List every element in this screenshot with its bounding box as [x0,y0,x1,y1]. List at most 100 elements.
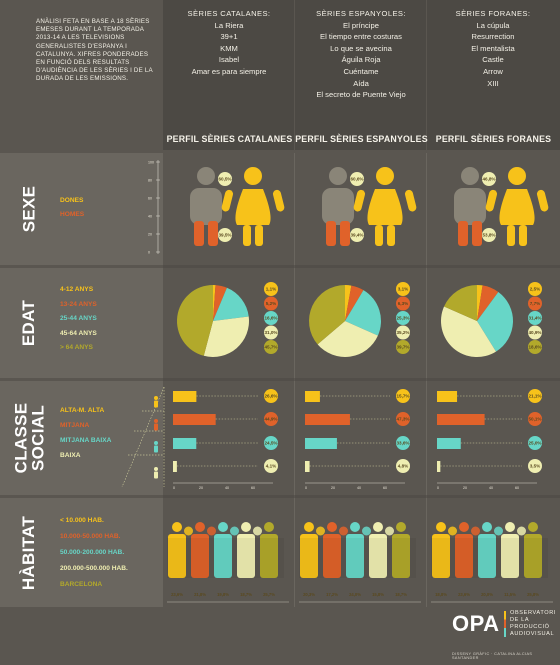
value-label: 11,5% [504,592,516,597]
header-col-bg-3 [427,0,560,150]
male-figure [454,167,486,246]
value-badge: 39,5% [218,228,232,242]
axis-tick-label: 60 [515,486,519,490]
habitat-figure [432,522,457,578]
value-badge: 21,1% [528,389,542,403]
legend-item: BARCELONA [60,581,103,588]
header-title: SÈRIES FORANES: [455,9,531,18]
value-label: 18,6% [528,345,541,350]
habitat-band [299,538,416,578]
value-label: 39,5% [218,233,231,238]
value-label: 23,6% [171,592,183,597]
habitat-figure [323,522,348,578]
section-title-habitat: HÀBITAT [0,498,58,607]
section-title-text: SEXE [19,185,38,233]
legend-item: 13-24 ANYS [60,300,97,308]
axis-tick-label: 100 [148,161,154,165]
axis-tick-label: 40 [357,486,361,490]
value-label: 7,7% [530,301,540,306]
section-title-classe: CLASSE SOCIAL [0,381,58,495]
column-charts: 46,8% 53,8% 2,5% 7,7% 31,4% 40,9% 18,6% 21,1% 50… [431,167,553,603]
opa-subtitle-line: OBSERVATORI [510,610,556,616]
value-label: 50,1% [528,417,541,422]
section-title-edat: EDAT [0,268,58,378]
axis-tick-label: 60 [251,486,255,490]
section-title-line: SOCIAL [28,404,48,472]
section-title-sexe: SEXE [0,153,58,265]
bar [437,461,441,472]
value-badge: 31,4% [528,311,542,325]
value-badge: 24,5% [264,436,278,450]
axis-tick-label: 40 [148,215,152,219]
series-item: KMM [220,43,238,53]
bar [305,461,310,472]
series-item: El secreto de Puente Viejo [316,90,406,100]
axis-tick-label: 20 [331,486,335,490]
value-label: 4,8% [398,464,408,469]
header-col-bg-2 [295,0,426,150]
habitat-figure [392,522,410,578]
person-icon [154,419,158,431]
axis-tick-label: 60 [383,486,387,490]
habitat-figure [191,522,216,578]
opa-subtitle-line: DE LA PRODUCCIÓ [510,617,550,630]
column-charts: 60,6% 39,4% 3,1% 6,3% 25,3% 35,2% 39,7% 15,7% 47… [299,167,421,603]
axis-tick-label: 20 [463,486,467,490]
male-figure [322,167,354,246]
bar [305,414,350,425]
value-badge: 39,7% [396,340,410,354]
section-title-text: CLASSE SOCIAL [11,403,48,474]
female-figure [221,167,285,246]
person-icon [154,467,158,479]
value-label: 18,8% [435,592,447,597]
value-badge: 60,5% [218,172,232,186]
series-item: Cuéntame [343,66,379,76]
value-label: 31,4% [528,316,541,321]
legend-item: ALTA-M. ALTA [60,407,105,414]
value-badge: 25,3% [396,311,410,325]
habitat-figure [478,522,503,578]
habitat-figure [214,522,239,578]
value-label: 24,0% [349,592,361,597]
value-label: 21,1% [528,394,541,399]
habitat-figure [346,522,371,578]
legend-item: MITJANA BAIXA [60,437,112,444]
value-label: 17,2% [326,592,338,597]
value-badge: 3,5% [528,459,542,473]
value-label: 25,0% [528,441,541,446]
legend-item: 4-12 ANYS [60,286,94,293]
habitat-figure [455,522,480,578]
value-label: 4,1% [266,464,276,469]
bar [173,461,177,472]
habitat-figure [369,522,394,578]
habitat-figure [260,522,278,578]
pie-slice [444,285,477,321]
legend-item: DONES [60,197,84,204]
value-badge: 18,6% [528,340,542,354]
bar [173,438,197,449]
value-badge: 2,5% [528,282,542,296]
series-item: Amar es para siempre [191,66,267,76]
value-badge: 25,0% [528,436,542,450]
value-label: 18,7% [395,592,407,597]
value-label: 60,5% [218,177,231,182]
series-item: El príncipe [343,20,379,30]
series-item: Aída [353,78,369,88]
column-charts: 60,5% 39,5% 1,1% 5,2% 16,6% 31,0% 45,7% 26,6% 44… [167,167,289,603]
value-label: 24,5% [264,441,277,446]
pie-slice [477,291,513,352]
legend-item: < 10.000 HAB. [60,517,104,524]
opa-subtitle-line: AUDIOVISUAL [510,631,555,637]
credit-text: DISSENY GRÀFIC · CATALINA ALCIAS SANTAND… [452,652,533,660]
pie-slice [213,287,249,321]
value-badge: 6,3% [396,296,410,311]
value-badge: 39,4% [350,228,364,242]
series-item: Isabel [218,55,240,65]
value-label: 46,8% [482,177,495,182]
pie-slice [309,285,345,345]
value-label: 39,4% [350,233,363,238]
legend-edat: 4-12 ANYS 13-24 ANYS 25-44 ANYS 45-64 AN… [60,283,97,356]
value-badge: 45,7% [264,340,278,354]
value-label: 3,1% [398,287,408,292]
habitat-figure [168,522,193,578]
